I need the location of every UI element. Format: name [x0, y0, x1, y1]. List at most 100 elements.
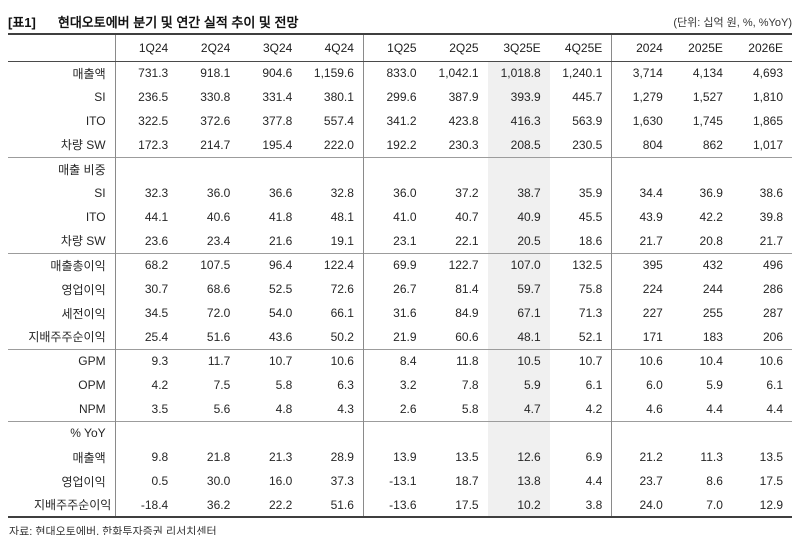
cell-value: 3.2 — [399, 378, 417, 392]
row-label: SI — [8, 181, 116, 205]
cell-value: 38.7 — [487, 181, 550, 205]
cell-value: 23.1 — [393, 233, 417, 248]
cell-value: 23.6 — [144, 233, 169, 248]
cell-value: 43.9 — [639, 210, 663, 224]
cell-value: 21.2 — [639, 450, 663, 464]
cell-value: 37.2 — [455, 186, 479, 200]
cell-value: 36.0 — [393, 186, 417, 200]
cell-value: 1,630 — [632, 114, 663, 128]
cell-value: 45.5 — [549, 205, 613, 229]
table-row: 세전이익 34.5 72.0 54.0 66.1 31.6 84.9 67.1 71.3 227 2… — [8, 301, 792, 325]
cell-value: 1,527 — [692, 90, 723, 104]
cell-value: 71.3 — [549, 301, 613, 325]
cell-value: 4,693 — [752, 66, 783, 81]
row-label: 매출 비중 — [8, 156, 116, 181]
cell-value: 322.5 — [138, 114, 169, 128]
cell-value: 9.3 — [115, 348, 178, 373]
financial-table: 1Q24 2Q24 3Q24 4Q24 1Q25 2Q25 3Q25E 4Q25E 2024 20… — [8, 33, 792, 518]
table-row: OPM 4.2 7.5 5.8 6.3 3.2 7.8 5.9 6.1 6.0 5.9 6.1 — [8, 373, 792, 397]
cell-value: 230.5 — [549, 133, 613, 157]
cell-value: 10.5 — [487, 348, 550, 373]
cell-value: 5.8 — [275, 378, 293, 392]
cell-value: 299.6 — [386, 90, 417, 104]
cell-value: 341.2 — [386, 114, 417, 128]
page-title: [표1] 현대오토에버 분기 및 연간 실적 추이 및 전망 — [8, 12, 298, 31]
cell-value: 563.9 — [549, 109, 613, 133]
table-row: 매출액 731.3 918.1 904.6 1,159.6 833.0 1,042.1 1,0… — [8, 61, 792, 85]
cell-value: 42.2 — [699, 210, 723, 224]
cell-value: 13.8 — [487, 469, 550, 493]
cell-value: 230.3 — [448, 137, 479, 152]
cell-value: 13.5 — [759, 450, 783, 464]
cell-value: 41.8 — [269, 210, 293, 224]
cell-value: 1,240.1 — [549, 61, 613, 85]
cell-value: 255 — [702, 306, 723, 320]
cell-value: 36.2 — [206, 497, 231, 512]
cell-value: 4.2 — [151, 378, 169, 392]
cell-value: 24.0 — [639, 497, 663, 512]
cell-value: 30.0 — [206, 474, 231, 488]
cell-value: 1,018.8 — [487, 61, 550, 85]
table-row: 매출 비중 — [8, 156, 792, 181]
row-label: 매출총이익 — [8, 252, 116, 277]
cell-value: 5.9 — [706, 378, 723, 392]
table-tag: [표1] — [8, 15, 36, 30]
cell-value: 40.6 — [206, 210, 231, 224]
cell-value: 52.5 — [269, 282, 293, 296]
cell-value: 1,042.1 — [438, 66, 479, 81]
column-header: 3Q24 — [239, 34, 302, 62]
table-row: 지배주주순이익 25.4 51.6 43.6 50.2 21.9 60.6 48.1 52.1 1… — [8, 325, 792, 349]
cell-value: 7.8 — [461, 378, 479, 392]
column-header: 1Q25 — [363, 34, 426, 62]
cell-value: 222.0 — [301, 133, 364, 157]
cell-value: 43.6 — [269, 329, 293, 344]
cell-value: 6.1 — [549, 373, 613, 397]
row-label: 매출액 — [8, 61, 116, 85]
cell-value: 17.5 — [759, 474, 783, 488]
table-row: 지배주주순이익 -18.4 36.2 22.2 51.6 -13.6 17.5 10.2 3.8… — [8, 493, 792, 517]
cell-value: 23.7 — [639, 474, 663, 488]
cell-value: 13.9 — [393, 450, 417, 464]
cell-value: 0.5 — [151, 474, 169, 488]
cell-value: 11.7 — [177, 348, 240, 373]
cell-value — [487, 156, 550, 181]
cell-value: 286 — [762, 282, 783, 296]
cell-value: 1,279 — [632, 90, 663, 104]
table-row: % YoY — [8, 420, 792, 445]
cell-value: 107.0 — [487, 252, 550, 277]
cell-value — [301, 156, 364, 181]
cell-value — [239, 156, 302, 181]
cell-value: 3.5 — [151, 401, 169, 416]
cell-value: 496 — [731, 252, 792, 277]
cell-value: 172.3 — [138, 137, 169, 152]
row-label: 차량 SW — [8, 229, 116, 253]
cell-value: 4.3 — [301, 397, 364, 421]
cell-value: 44.1 — [144, 210, 169, 224]
cell-value: 4.4 — [706, 401, 723, 416]
cell-value: 8.4 — [363, 348, 426, 373]
cell-value: 21.3 — [269, 450, 293, 464]
cell-value: 16.0 — [269, 474, 293, 488]
cell-value: 22.2 — [269, 497, 293, 512]
cell-value: 37.3 — [301, 469, 364, 493]
cell-value: 28.9 — [301, 445, 364, 469]
table-row: SI 236.5 330.8 331.4 380.1 299.6 387.9 393.9 445… — [8, 85, 792, 109]
cell-value: 21.7 — [639, 233, 663, 248]
cell-value: 72.0 — [206, 306, 231, 320]
cell-value: 122.4 — [301, 252, 364, 277]
cell-value: 19.1 — [301, 229, 364, 253]
table-row: 차량 SW 172.3 214.7 195.4 222.0 192.2 230.3 208.5… — [8, 133, 792, 157]
row-label: ITO — [8, 205, 116, 229]
cell-value: 7.5 — [213, 378, 231, 392]
cell-value: 1,810 — [752, 90, 783, 104]
cell-value: 330.8 — [200, 90, 231, 104]
cell-value: 7.0 — [706, 497, 723, 512]
table-row: ITO 44.1 40.6 41.8 48.1 41.0 40.7 40.9 45.5 43.9 4… — [8, 205, 792, 229]
cell-value: 423.8 — [448, 114, 479, 128]
cell-value: 195.4 — [262, 137, 293, 152]
column-header: 1Q24 — [115, 34, 178, 62]
table-row: 영업이익 0.5 30.0 16.0 37.3 -13.1 18.7 13.8 4.4 23.7 8… — [8, 469, 792, 493]
cell-value: 25.4 — [144, 329, 169, 344]
cell-value: 557.4 — [301, 109, 364, 133]
cell-value: 4.6 — [646, 401, 663, 416]
